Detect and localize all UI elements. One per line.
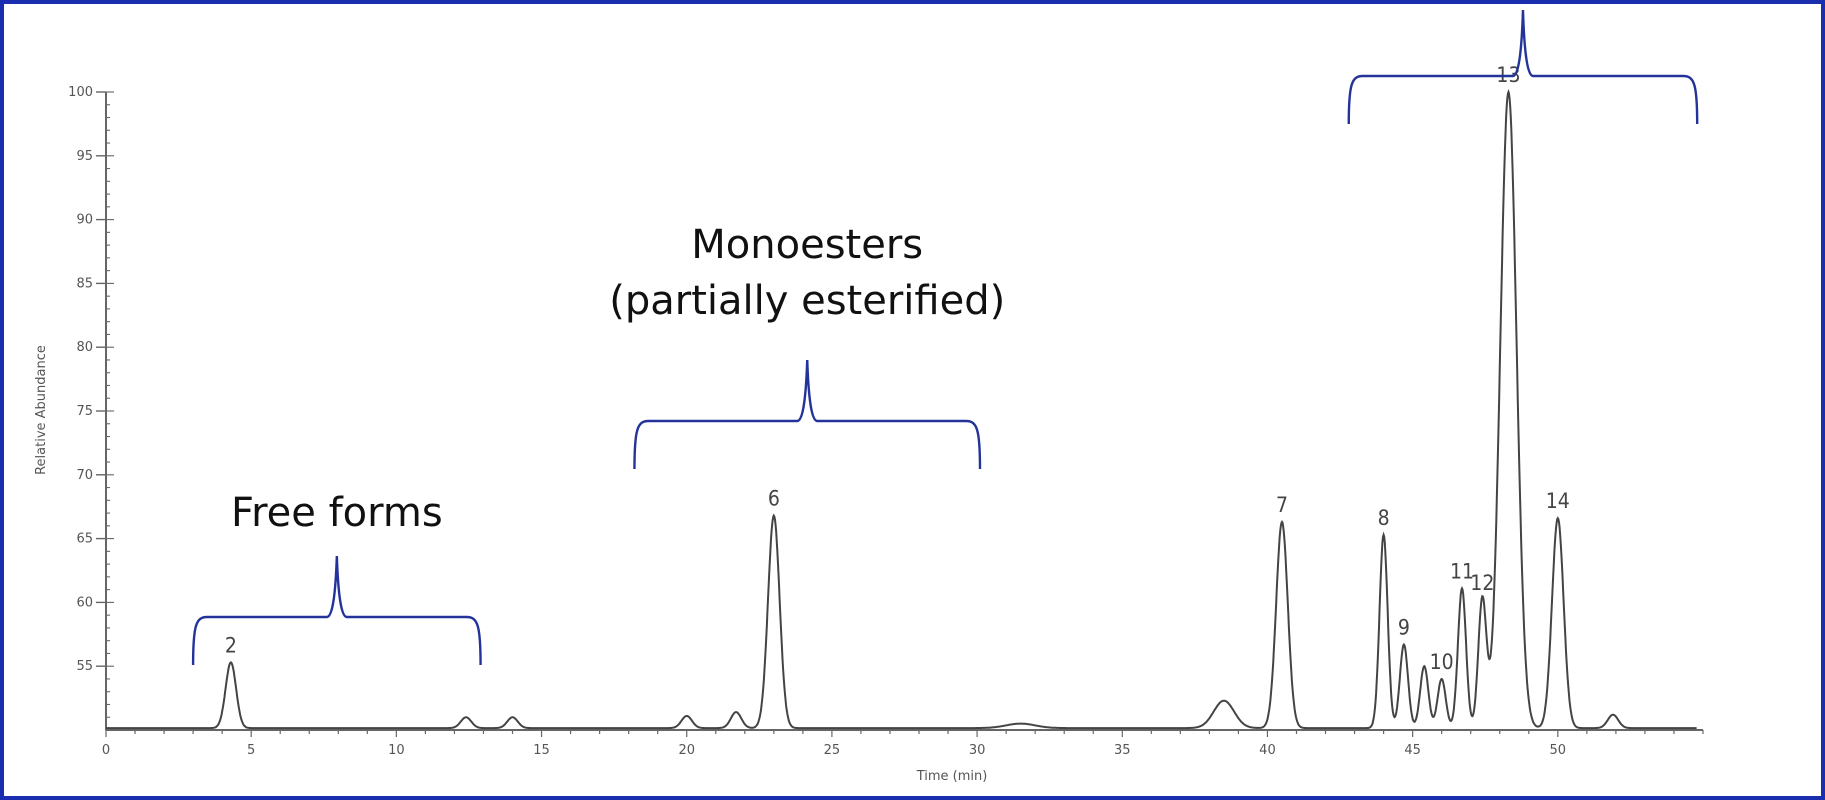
y-tick-label: 95 (76, 149, 93, 164)
x-tick-label: 30 (969, 743, 986, 758)
x-tick-label: 40 (1259, 743, 1276, 758)
peak-label-7: 7 (1276, 493, 1288, 517)
annotation-bracket-1 (191, 555, 482, 666)
x-tick-label: 20 (678, 743, 695, 758)
chromatogram-trace (106, 88, 1697, 730)
annotation-bracket-2 (633, 359, 982, 470)
y-tick-label: 85 (76, 276, 93, 291)
y-tick-label: 55 (76, 659, 93, 674)
annotations: Free forms Monoesters (partially esterifie… (191, 9, 1699, 666)
x-tick-label: 50 (1550, 743, 1567, 758)
y-tick-label: 60 (76, 595, 93, 610)
trace-layer (106, 88, 1697, 730)
annotation-text-2-line-2: (partially esterified) (609, 278, 1005, 324)
y-tick-label: 80 (76, 340, 93, 355)
x-tick-label: 10 (388, 743, 405, 758)
peak-label-10: 10 (1430, 650, 1454, 674)
peak-label-12: 12 (1470, 571, 1494, 595)
peak-label-11: 11 (1450, 559, 1474, 583)
annotation-bracket-3 (1347, 9, 1699, 125)
y-tick-label: 100 (68, 85, 93, 100)
y-axis-title: Relative Abundance (34, 345, 49, 475)
y-tick-label: 75 (76, 404, 93, 419)
y-tick-label: 70 (76, 468, 93, 483)
peak-label-2: 2 (225, 633, 237, 657)
peak-label-8: 8 (1378, 506, 1390, 530)
x-tick-label: 0 (102, 743, 110, 758)
x-tick-label: 35 (1114, 743, 1131, 758)
x-tick-label: 15 (533, 743, 550, 758)
peak-label-9: 9 (1398, 616, 1410, 640)
y-tick-label: 65 (76, 532, 93, 547)
peak-label-14: 14 (1546, 489, 1570, 513)
annotation-text-2-line-1: Monoesters (691, 222, 923, 268)
x-axis-title: Time (min) (916, 769, 988, 784)
x-tick-label: 5 (247, 743, 255, 758)
annotation-text-1-line-1: Free forms (231, 490, 443, 536)
x-tick-label: 25 (824, 743, 841, 758)
y-tick-label: 90 (76, 213, 93, 228)
x-tick-label: 45 (1404, 743, 1421, 758)
peak-label-6: 6 (768, 487, 780, 511)
axes: 0 5 10 15 20 25 30 35 40 45 50 55 60 65 70 75 80 85 90 95 10… (68, 85, 1704, 758)
